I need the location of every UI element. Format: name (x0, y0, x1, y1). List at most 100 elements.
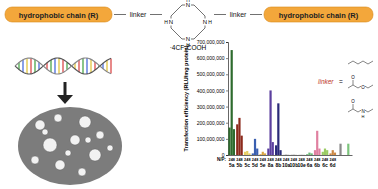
y-tick-mark (226, 123, 228, 124)
nanoparticle (65, 150, 71, 156)
linker-legend-equals: = (339, 78, 343, 85)
x-tick: 5c (244, 162, 250, 168)
x-tick-label: 6d (330, 162, 336, 168)
np-label: 8 (233, 158, 235, 162)
bar (264, 153, 266, 155)
bar (314, 150, 316, 155)
bar (334, 153, 336, 155)
linker-legend: linker=OOONH (318, 61, 373, 119)
dna-rung (86, 58, 87, 74)
bar (252, 153, 254, 155)
dna-rung (30, 58, 31, 74)
nanoparticle (42, 129, 48, 135)
structure: hydrophobic chain (R)hydrophobic chain (… (5, 0, 373, 51)
legend-atom: O (351, 99, 355, 104)
atom-bg (361, 84, 365, 89)
atom-bg (168, 19, 174, 26)
legend-atom: O (351, 75, 355, 80)
x-tick: 5e (260, 162, 266, 168)
ring-atom: N (203, 19, 207, 25)
bar (272, 142, 274, 155)
y-axis-line (226, 43, 229, 156)
np-labels: 2482482482482482482482482482482482482482… (228, 158, 336, 162)
dna-rung (110, 58, 111, 73)
carbonyl (353, 80, 354, 85)
x-tick-label: 5e (260, 162, 266, 168)
x-tick-label: 8b (275, 162, 281, 168)
bar (277, 103, 279, 155)
y-tick-label: 200,000,000 (197, 120, 225, 126)
dna-rung (26, 58, 27, 74)
y-tick-mark (226, 155, 228, 156)
x-tick: 5a (229, 162, 235, 168)
x-tick: 6c (322, 162, 328, 168)
np-label: 8 (256, 158, 258, 162)
bar (298, 154, 300, 155)
atom-bg (202, 19, 208, 26)
bar (241, 136, 243, 155)
legend-atom: O (361, 85, 365, 90)
x-tick: 6b (314, 162, 320, 168)
bar (326, 150, 328, 155)
chain-box (5, 7, 112, 22)
x-tick-label: 6a (307, 162, 313, 168)
bar (248, 153, 250, 155)
nanoparticle (96, 131, 104, 139)
y-tick: 300,000,000 (197, 104, 228, 110)
dna-rung (22, 60, 23, 72)
y-tick-mark (226, 58, 228, 59)
bar (324, 149, 326, 155)
y-tick: 100,000,000 (197, 136, 228, 142)
x-axis: 5a5b5c5d5e8a8b10a10b10e6a6b6c6d (229, 156, 353, 168)
dna-rung (34, 60, 35, 73)
x-tick-label: 10e (297, 162, 306, 168)
linker-label: linker (130, 11, 147, 18)
nanoparticle (79, 116, 91, 128)
x-tick: 5b (237, 162, 243, 168)
arrow (64, 82, 67, 96)
x-label: N/P: (217, 157, 227, 162)
dna-rung (58, 58, 59, 74)
linker-bg (226, 9, 250, 19)
x-tick: 5d (252, 162, 258, 168)
bar (236, 124, 238, 155)
np-label: 8 (272, 158, 274, 162)
bar (303, 154, 305, 155)
arrow-head (57, 95, 73, 104)
linker-bg (126, 9, 150, 19)
bar (332, 150, 334, 155)
bar (318, 149, 320, 155)
bar (231, 50, 233, 155)
nanoparticle (35, 120, 45, 130)
ring-atom: H (186, 0, 190, 3)
bar (259, 154, 261, 155)
bar (256, 149, 258, 155)
bar (228, 128, 230, 155)
bar (262, 152, 264, 155)
ring-atom: H (164, 19, 168, 25)
bar (285, 154, 287, 155)
bar (267, 149, 269, 155)
bar (311, 153, 313, 155)
dna-strand (15, 58, 111, 74)
nanoparticle (89, 149, 101, 161)
bar (316, 131, 318, 155)
bar (238, 118, 240, 155)
dna-rung (106, 60, 107, 71)
y-tick-label: 300,000,000 (197, 104, 225, 110)
y-tick: 700,000,000 (197, 39, 228, 45)
ring-atom: H (208, 19, 212, 25)
dna-rung (90, 59, 91, 72)
x-axis-line (229, 155, 353, 156)
bar (293, 154, 295, 155)
bar (246, 151, 248, 155)
bar (244, 152, 246, 155)
x-tick-label: 5d (252, 162, 258, 168)
x-tick-label: 5a (229, 162, 235, 168)
y-tick: 500,000,000 (197, 71, 228, 77)
dna-rung (54, 58, 55, 73)
cyclen-ring (171, 5, 205, 39)
nanoparticle (107, 145, 113, 151)
x-tick-label: 6b (314, 162, 320, 168)
x-tick: 6a (307, 162, 313, 168)
